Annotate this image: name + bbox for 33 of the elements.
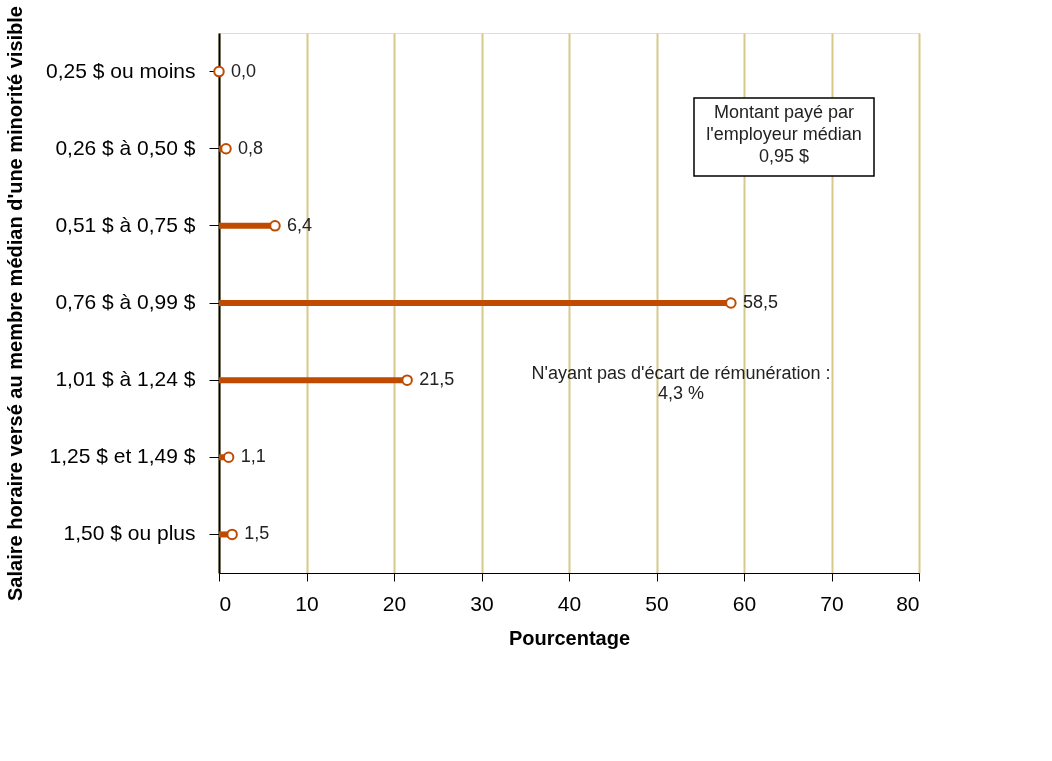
annotation: N'ayant pas d'écart de rémunération : 4,3 % [531, 363, 831, 404]
annotation: Montant payé par l'employeur médian 0,95 $ [706, 102, 862, 166]
x-tick-label: 20 [382, 591, 407, 615]
data-label: 0,0 [231, 60, 257, 81]
data-label: 0,8 [238, 137, 264, 158]
x-tick-label: 50 [645, 591, 669, 615]
x-tick-label: 10 [295, 591, 319, 615]
point [226, 528, 238, 541]
y-tick-label: 0,26 $ à 0,50 $ [55, 135, 196, 159]
y-tick-label: 1,25 $ et 1,49 $ [49, 444, 196, 468]
point [220, 142, 232, 155]
point [401, 374, 413, 386]
point [222, 451, 235, 464]
point [725, 297, 737, 309]
y-tick-label: 0,76 $ à 0,99 $ [55, 290, 196, 313]
data-label: 1,1 [240, 446, 266, 467]
x-axis-title: Pourcentage [508, 626, 631, 649]
data-label: 21,5 [419, 369, 455, 390]
data-label: 58,5 [742, 292, 778, 312]
point [269, 220, 281, 232]
data-label: 6,4 [287, 214, 313, 235]
y-axis-title: Salaire horaire versé au membre médian d'une minorité visible [4, 6, 27, 601]
x-tick-label: 30 [470, 591, 494, 615]
x-tick-label: 70 [820, 591, 844, 615]
x-tick-label: 80 [896, 591, 920, 615]
x-tick-label: 40 [557, 591, 582, 615]
y-tick-label: 0,51 $ à 0,75 $ [55, 212, 196, 236]
x-tick-label: 60 [732, 591, 757, 615]
y-tick-label: 1,01 $ à 1,24 $ [55, 367, 196, 391]
y-tick-label: 0,25 $ ou moins [46, 58, 196, 82]
y-tick-label: 1,50 $ ou plus [63, 521, 196, 545]
x-tick-label: 0 [219, 591, 232, 615]
data-label: 1,5 [244, 523, 270, 544]
